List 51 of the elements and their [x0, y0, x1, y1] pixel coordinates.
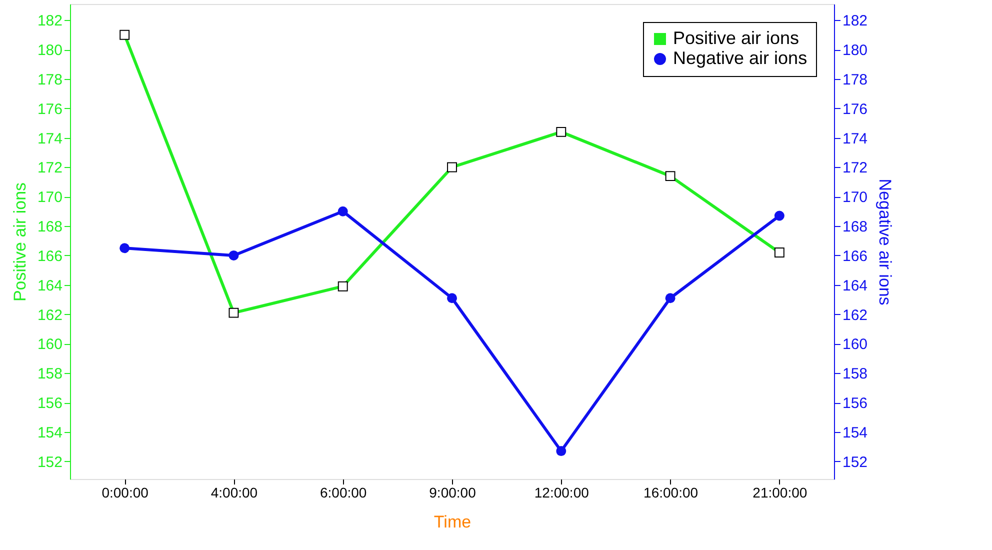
point [665, 293, 676, 304]
y2-axis-title: Negative air ions [876, 178, 895, 306]
y2-tick-label: 178 [842, 72, 868, 88]
y2-tick-label: 180 [842, 42, 868, 60]
y2-tick-label: 168 [842, 218, 868, 236]
y-tick-label: 154 [37, 424, 62, 442]
y2-tick-label: 162 [842, 306, 868, 324]
y2-tick-label: 152 [842, 454, 868, 471]
x-tick-label: 4:00:00 [210, 484, 258, 500]
y-tick-label: 176 [37, 100, 62, 118]
y-tick-label: 182 [37, 12, 62, 30]
y2-tick-label: 182 [842, 12, 868, 30]
y2-tick-label: 172 [842, 160, 868, 177]
y-tick-label: 152 [37, 454, 62, 471]
point [338, 206, 348, 216]
x-axis-title: Time [434, 512, 472, 532]
y-tick-label: 174 [37, 130, 62, 148]
y-tick-label: 160 [37, 336, 62, 354]
x-tick-label: 6:00:00 [320, 484, 367, 500]
y-tick-label: 178 [37, 72, 62, 88]
y2-tick-label: 156 [842, 395, 868, 412]
y-tick-label: 158 [37, 366, 62, 383]
point [556, 446, 566, 456]
y-tick-label: 164 [37, 277, 62, 294]
y2-tick-label: 170 [842, 189, 868, 206]
y-tick-label: 170 [37, 189, 62, 206]
legend-label: Positive air ions [673, 28, 800, 48]
y-tick-label: 166 [37, 248, 62, 265]
x-tick-label: 16:00:00 [644, 484, 698, 500]
y2-tick-label: 174 [842, 130, 868, 148]
legend-label: Negative air ions [673, 48, 808, 68]
x-tick-label: 9:00:00 [429, 484, 476, 500]
y-tick-label: 162 [37, 306, 62, 324]
y-axis-title: Positive air ions [10, 182, 30, 302]
x-tick-label: 0:00:00 [102, 484, 149, 500]
y-tick-label: 180 [37, 42, 62, 60]
y2-tick-label: 176 [842, 100, 868, 118]
point [228, 250, 239, 260]
x-tick-label: 12:00:00 [534, 484, 590, 500]
x-tick-label: 21:00:00 [752, 484, 808, 500]
y2-tick-label: 158 [842, 366, 868, 383]
y-tick-label: 156 [37, 395, 62, 412]
point [774, 210, 784, 221]
y-tick-label: 168 [37, 218, 62, 236]
point [120, 243, 130, 254]
point [447, 293, 457, 304]
y2-tick-label: 154 [842, 424, 868, 442]
y-tick-label: 172 [37, 160, 62, 177]
y2-tick-label: 164 [842, 277, 868, 294]
y2-tick-label: 160 [842, 336, 868, 354]
y2-tick-label: 166 [842, 248, 868, 265]
